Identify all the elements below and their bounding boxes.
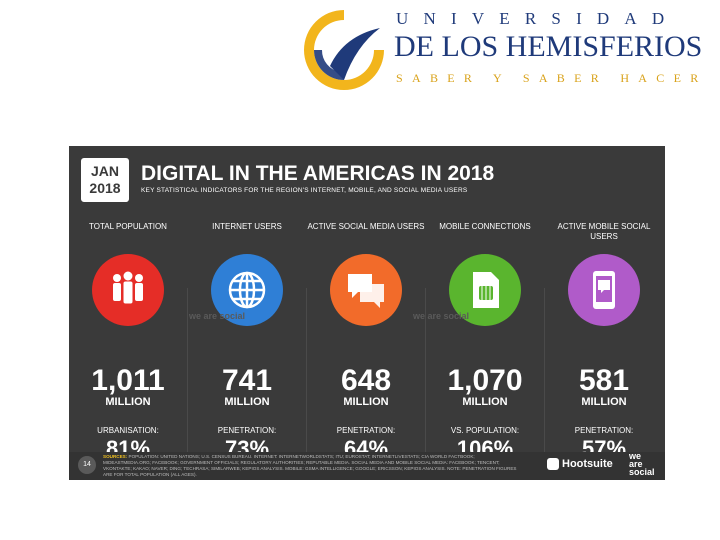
people-icon	[92, 254, 164, 326]
page-number: 14	[78, 456, 96, 474]
column-heading: ACTIVE SOCIAL MEDIA USERS	[307, 222, 425, 231]
date-badge: JAN 2018	[81, 158, 129, 202]
stat-column-social: ACTIVE SOCIAL MEDIA USERS 648 MILLION PE…	[307, 222, 425, 461]
stat-label: PENETRATION:	[336, 426, 396, 435]
value-unit: MILLION	[462, 396, 508, 408]
value-unit: MILLION	[224, 396, 270, 408]
sources-body: POPULATION: UNITED NATIONS; U.S. CENSUS …	[103, 454, 517, 477]
column-divider	[544, 288, 545, 458]
university-motto: SABER Y SABER HACER	[396, 71, 708, 85]
stat-label: PENETRATION:	[574, 426, 634, 435]
globe-icon	[211, 254, 283, 326]
column-divider	[306, 288, 307, 458]
brand-line: we	[629, 451, 642, 461]
mobile-connections-value: 1,070	[447, 364, 523, 397]
university-name-line1: UNIVERSIDAD	[396, 9, 680, 28]
mobile-social-users-value: 581	[578, 364, 630, 397]
chat-icon	[330, 254, 402, 326]
footer-bar	[69, 452, 665, 480]
stat-column-internet: INTERNET USERS 741 MILLION PENETRATION: …	[188, 222, 306, 461]
social-users-value: 648	[340, 364, 392, 397]
column-heading: TOTAL POPULATION	[89, 222, 167, 231]
hootsuite-label: Hootsuite	[562, 458, 613, 470]
university-logo-icon	[304, 10, 384, 90]
we-are-social-logo: we are social	[629, 451, 655, 477]
column-heading: ACTIVE MOBILE SOCIAL USERS	[557, 222, 651, 241]
hootsuite-logo: Hootsuite	[547, 458, 613, 471]
column-divider	[187, 288, 188, 458]
phone-chat-icon	[568, 254, 640, 326]
stat-label: URBANISATION:	[97, 426, 159, 435]
stat-label: PENETRATION:	[217, 426, 277, 435]
sim-card-icon	[449, 254, 521, 326]
stat-label: vs. POPULATION:	[450, 426, 520, 435]
watermark-logo: we are social	[189, 311, 246, 321]
university-name-line2: DE LOS HEMISFERIOS	[394, 30, 703, 63]
watermark-logo: we are social	[413, 311, 470, 321]
infographic-panel: JAN 2018 DIGITAL IN THE AMERICAS IN 2018…	[69, 146, 665, 480]
value-unit: MILLION	[581, 396, 627, 408]
stat-column-mobile-social: ACTIVE MOBILE SOCIAL USERS 581 MILLION P…	[545, 222, 663, 461]
value-unit: MILLION	[105, 396, 151, 408]
stat-column-mobile: MOBILE CONNECTIONS 1,070 MILLION vs. POP…	[426, 222, 544, 461]
column-divider	[425, 288, 426, 458]
brand-line: social	[629, 467, 655, 477]
total-population-value: 1,011	[91, 364, 165, 397]
brand-line: are	[629, 459, 643, 469]
infographic-subtitle: KEY STATISTICAL INDICATORS FOR THE REGIO…	[141, 187, 468, 194]
sources-text: SOURCES: POPULATION: UNITED NATIONS; U.S…	[103, 454, 523, 478]
internet-users-value: 741	[221, 364, 273, 397]
date-month: JAN	[90, 163, 119, 179]
column-heading: INTERNET USERS	[212, 222, 282, 231]
stat-column-population: TOTAL POPULATION 1,011 MILLION URBANISAT…	[69, 222, 187, 461]
value-unit: MILLION	[343, 396, 389, 408]
column-heading: MOBILE CONNECTIONS	[439, 222, 531, 231]
date-year: 2018	[89, 180, 121, 196]
sources-label: SOURCES:	[103, 454, 128, 459]
owl-icon	[547, 458, 559, 471]
infographic-title: DIGITAL IN THE AMERICAS IN 2018	[141, 162, 495, 185]
